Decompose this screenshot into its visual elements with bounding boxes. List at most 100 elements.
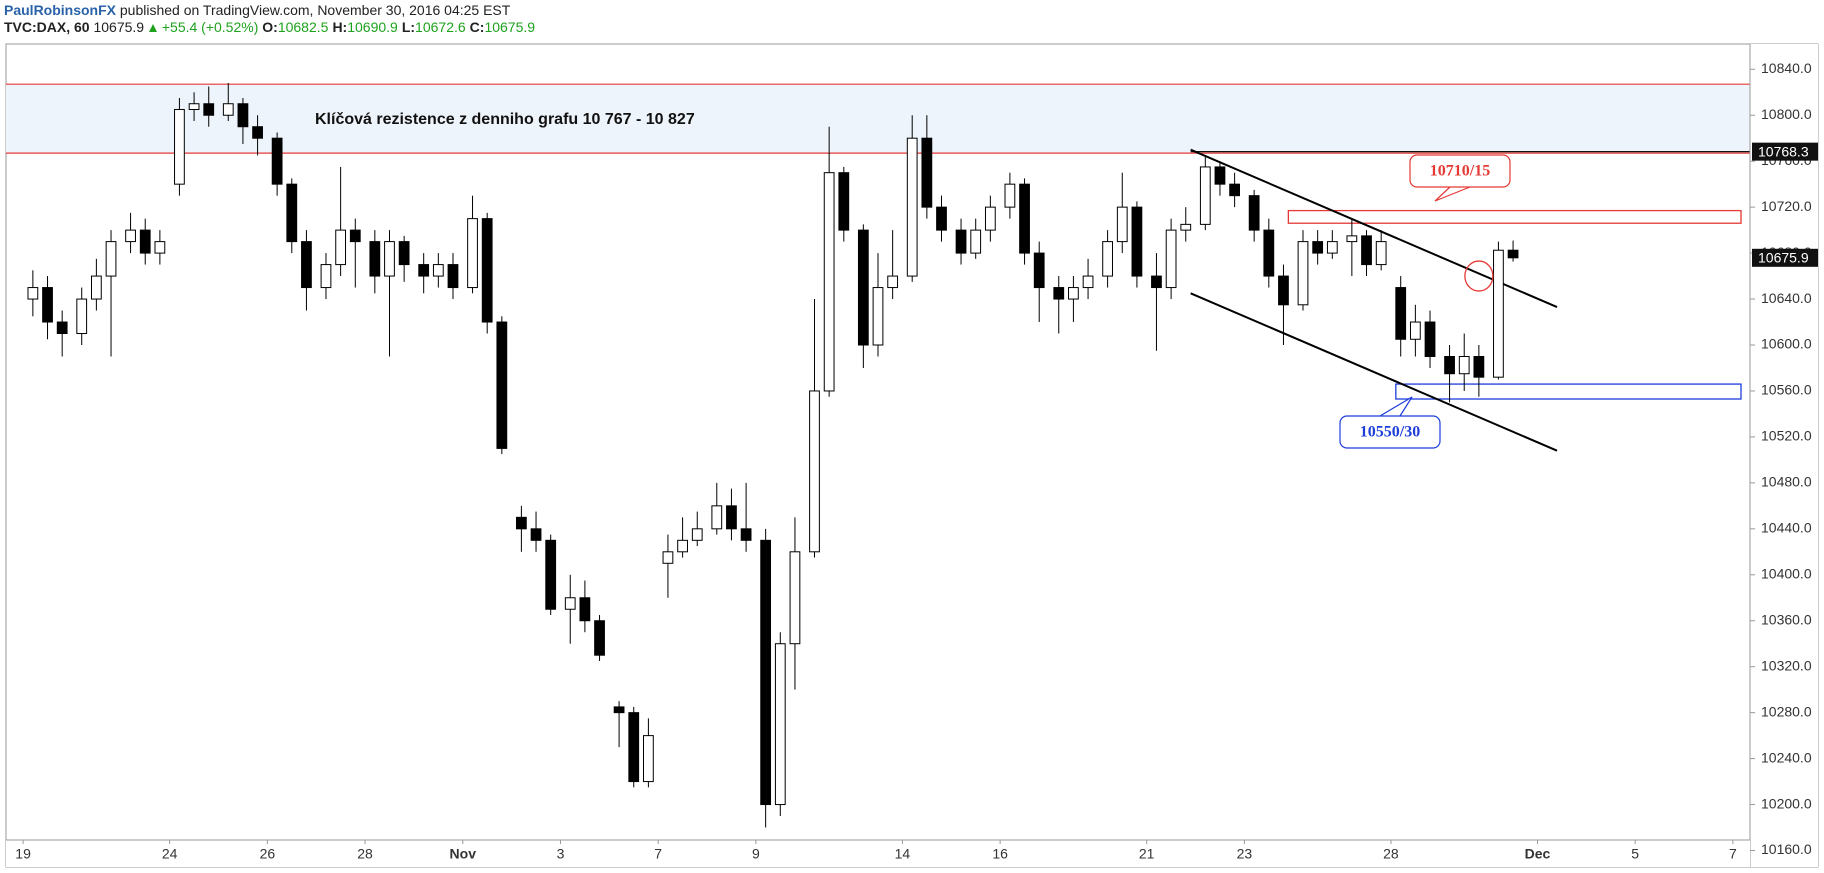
candle-body <box>594 620 605 656</box>
callout-label: 10710/15 <box>1430 163 1490 180</box>
candle-body <box>1248 195 1260 231</box>
price-tag <box>1752 248 1818 267</box>
candle-body <box>1019 183 1030 254</box>
candle-body <box>1424 321 1436 357</box>
channel-line <box>1190 292 1558 452</box>
callout-box <box>1339 415 1441 449</box>
candle-body <box>530 528 542 541</box>
candle-body <box>643 735 654 783</box>
callout: 10710/15 <box>1409 154 1511 202</box>
header: PaulRobinsonFX published on TradingView.… <box>4 2 539 36</box>
candle-body <box>1229 183 1241 197</box>
callout: 10550/30 <box>1339 396 1441 449</box>
x-tick-label: 3 <box>557 846 565 862</box>
candle-body <box>726 505 737 530</box>
candle-body <box>1458 355 1470 375</box>
candle-body <box>984 206 996 231</box>
ohlc-value: 10672.6 <box>415 19 466 35</box>
candle-body <box>1375 241 1387 266</box>
candle-body <box>1361 235 1372 266</box>
candle-body <box>496 321 508 449</box>
candle-body <box>564 597 576 610</box>
candle-body <box>1131 206 1143 277</box>
highlight-circle <box>1464 260 1494 292</box>
x-tick-label: 23 <box>1237 846 1253 862</box>
candle-body <box>1507 249 1519 259</box>
candle-body <box>418 264 430 277</box>
ohlc-value: 10690.9 <box>347 19 398 35</box>
candle-body <box>1326 241 1338 254</box>
y-tick-label: 10800.0 <box>1761 106 1812 122</box>
candle-body <box>432 264 444 277</box>
y-tick-label: 10640.0 <box>1761 290 1812 306</box>
candle-body <box>90 275 102 300</box>
up-arrow <box>148 24 157 32</box>
candle-body <box>398 241 410 266</box>
x-tick-label: 7 <box>654 846 662 862</box>
candle-body <box>1297 241 1309 306</box>
candle-body <box>823 172 835 392</box>
x-tick-label: 7 <box>1729 846 1737 862</box>
x-tick-label: 14 <box>895 846 911 862</box>
ohlc-key: L: <box>401 19 416 35</box>
candle-body <box>125 229 136 243</box>
candle-body <box>1346 235 1358 243</box>
candle-body <box>174 108 185 185</box>
candle-body <box>56 321 68 335</box>
price-axis <box>1750 44 1818 867</box>
ohlc-key: O: <box>262 19 278 35</box>
ohlc-value: 10682.5 <box>277 19 329 35</box>
ohlc: O:10682.5 H:10690.9 L:10672.6 C:10675.9 <box>262 19 539 35</box>
candle-body <box>691 528 703 541</box>
candle-body <box>613 706 625 714</box>
candle-body <box>1180 223 1192 231</box>
candle-body <box>1263 229 1275 277</box>
callout-tail <box>1379 396 1413 417</box>
ohlc-key: C: <box>469 19 485 35</box>
author[interactable]: PaulRobinsonFX <box>4 2 116 18</box>
price-tag <box>1752 142 1818 161</box>
candle-body <box>320 264 332 289</box>
change: +55.4 (+0.52%) <box>161 19 259 35</box>
candle-body <box>760 539 772 806</box>
candle-body <box>76 298 88 335</box>
publish-line: PaulRobinsonFX published on TradingView.… <box>4 2 539 19</box>
y-tick-label: 10400.0 <box>1761 565 1812 581</box>
y-tick-label: 10320.0 <box>1761 657 1812 673</box>
resistance-zone <box>6 84 1750 154</box>
candle-body <box>1082 275 1094 289</box>
candle-body <box>1409 321 1421 340</box>
callout-box <box>1409 154 1511 188</box>
x-tick-label: Nov <box>450 846 477 862</box>
candle-body <box>335 229 347 266</box>
candle-body <box>1312 241 1324 254</box>
x-tick-label: 19 <box>15 846 31 862</box>
ohlc-value: 10675.9 <box>484 19 536 35</box>
candle-body <box>1151 275 1162 289</box>
y-tick-label: 10280.0 <box>1761 703 1812 719</box>
candle-body <box>252 126 263 139</box>
candle-body <box>921 137 933 208</box>
candle-body <box>369 241 381 277</box>
y-tick-label: 10240.0 <box>1761 749 1812 765</box>
candle-body <box>662 551 674 564</box>
candle-body <box>970 229 982 254</box>
candle-body <box>838 172 850 231</box>
candle-body <box>1473 355 1485 378</box>
y-tick-label: 10600.0 <box>1761 336 1812 352</box>
candle-body <box>1116 206 1128 243</box>
candle-body <box>139 229 151 254</box>
candle-body <box>188 103 200 110</box>
candle-body <box>154 241 166 254</box>
candle-body <box>872 287 884 346</box>
candle-body <box>677 539 688 553</box>
candle-body <box>1395 287 1407 340</box>
published: published on TradingView.com, November 3… <box>119 2 511 18</box>
y-tick-label: 10200.0 <box>1761 795 1812 811</box>
y-tick-label: 10840.0 <box>1761 60 1812 76</box>
x-tick-label: 24 <box>162 846 178 862</box>
candle-body <box>628 712 640 783</box>
y-tick-label: 10360.0 <box>1761 611 1812 627</box>
